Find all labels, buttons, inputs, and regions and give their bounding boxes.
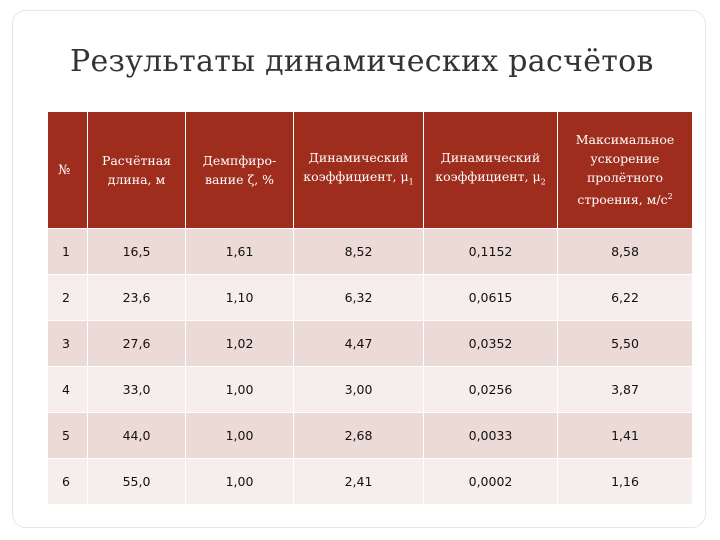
table-row: 2 23,6 1,10 6,32 0,0615 6,22 (47, 274, 693, 321)
slide-title: Результаты динамических расчётов (70, 44, 654, 79)
cell-num: 6 (47, 458, 88, 505)
results-table: № Расчётная длина, м Демпфиро-вание ζ, %… (47, 111, 693, 505)
cell-dynamic-coefficient-2: 0,0002 (423, 458, 558, 505)
cell-max-acceleration: 1,41 (557, 412, 693, 459)
cell-num: 1 (47, 228, 88, 275)
header-max-acceleration-superscript: 2 (667, 192, 673, 202)
cell-length: 27,6 (87, 320, 186, 367)
header-dynamic-coefficient-1-text: Динамический коэффициент, μ (303, 150, 409, 185)
header-dynamic-coefficient-2-subscript: 2 (540, 177, 546, 187)
cell-num: 3 (47, 320, 88, 367)
cell-dynamic-coefficient-1: 6,32 (293, 274, 424, 321)
cell-length: 44,0 (87, 412, 186, 459)
cell-dynamic-coefficient-2: 0,0033 (423, 412, 558, 459)
cell-dynamic-coefficient-1: 8,52 (293, 228, 424, 275)
header-max-acceleration-text: Максимальное ускорение пролётного строен… (575, 132, 675, 208)
cell-max-acceleration: 8,58 (557, 228, 693, 275)
header-num: № (47, 111, 88, 229)
cell-damping: 1,10 (185, 274, 294, 321)
cell-length: 16,5 (87, 228, 186, 275)
header-max-acceleration: Максимальное ускорение пролётного строен… (557, 111, 693, 229)
table-row: 1 16,5 1,61 8,52 0,1152 8,58 (47, 228, 693, 275)
cell-max-acceleration: 1,16 (557, 458, 693, 505)
cell-dynamic-coefficient-2: 0,0615 (423, 274, 558, 321)
table-body: 1 16,5 1,61 8,52 0,1152 8,58 2 23,6 1,10 6,32 0,06… (47, 228, 693, 505)
cell-max-acceleration: 5,50 (557, 320, 693, 367)
cell-length: 33,0 (87, 366, 186, 413)
cell-damping: 1,02 (185, 320, 294, 367)
cell-max-acceleration: 6,22 (557, 274, 693, 321)
cell-dynamic-coefficient-1: 3,00 (293, 366, 424, 413)
header-dynamic-coefficient-2-text: Динамический коэффициент, μ (435, 150, 541, 185)
header-dynamic-coefficient-2: Динамический коэффициент, μ2 (423, 111, 558, 229)
header-dynamic-coefficient-1: Динамический коэффициент, μ1 (293, 111, 424, 229)
cell-damping: 1,61 (185, 228, 294, 275)
cell-num: 2 (47, 274, 88, 321)
cell-dynamic-coefficient-1: 4,47 (293, 320, 424, 367)
header-damping: Демпфиро-вание ζ, % (185, 111, 294, 229)
cell-num: 4 (47, 366, 88, 413)
table-row: 3 27,6 1,02 4,47 0,0352 5,50 (47, 320, 693, 367)
cell-dynamic-coefficient-2: 0,1152 (423, 228, 558, 275)
cell-damping: 1,00 (185, 366, 294, 413)
table-row: 6 55,0 1,00 2,41 0,0002 1,16 (47, 458, 693, 505)
header-dynamic-coefficient-1-subscript: 1 (408, 177, 414, 187)
cell-dynamic-coefficient-2: 0,0352 (423, 320, 558, 367)
cell-max-acceleration: 3,87 (557, 366, 693, 413)
cell-dynamic-coefficient-2: 0,0256 (423, 366, 558, 413)
cell-damping: 1,00 (185, 458, 294, 505)
table-header-row: № Расчётная длина, м Демпфиро-вание ζ, %… (47, 111, 693, 229)
table-row: 4 33,0 1,00 3,00 0,0256 3,87 (47, 366, 693, 413)
table-row: 5 44,0 1,00 2,68 0,0033 1,41 (47, 412, 693, 459)
cell-length: 23,6 (87, 274, 186, 321)
cell-damping: 1,00 (185, 412, 294, 459)
header-length: Расчётная длина, м (87, 111, 186, 229)
cell-dynamic-coefficient-1: 2,68 (293, 412, 424, 459)
cell-dynamic-coefficient-1: 2,41 (293, 458, 424, 505)
cell-num: 5 (47, 412, 88, 459)
cell-length: 55,0 (87, 458, 186, 505)
